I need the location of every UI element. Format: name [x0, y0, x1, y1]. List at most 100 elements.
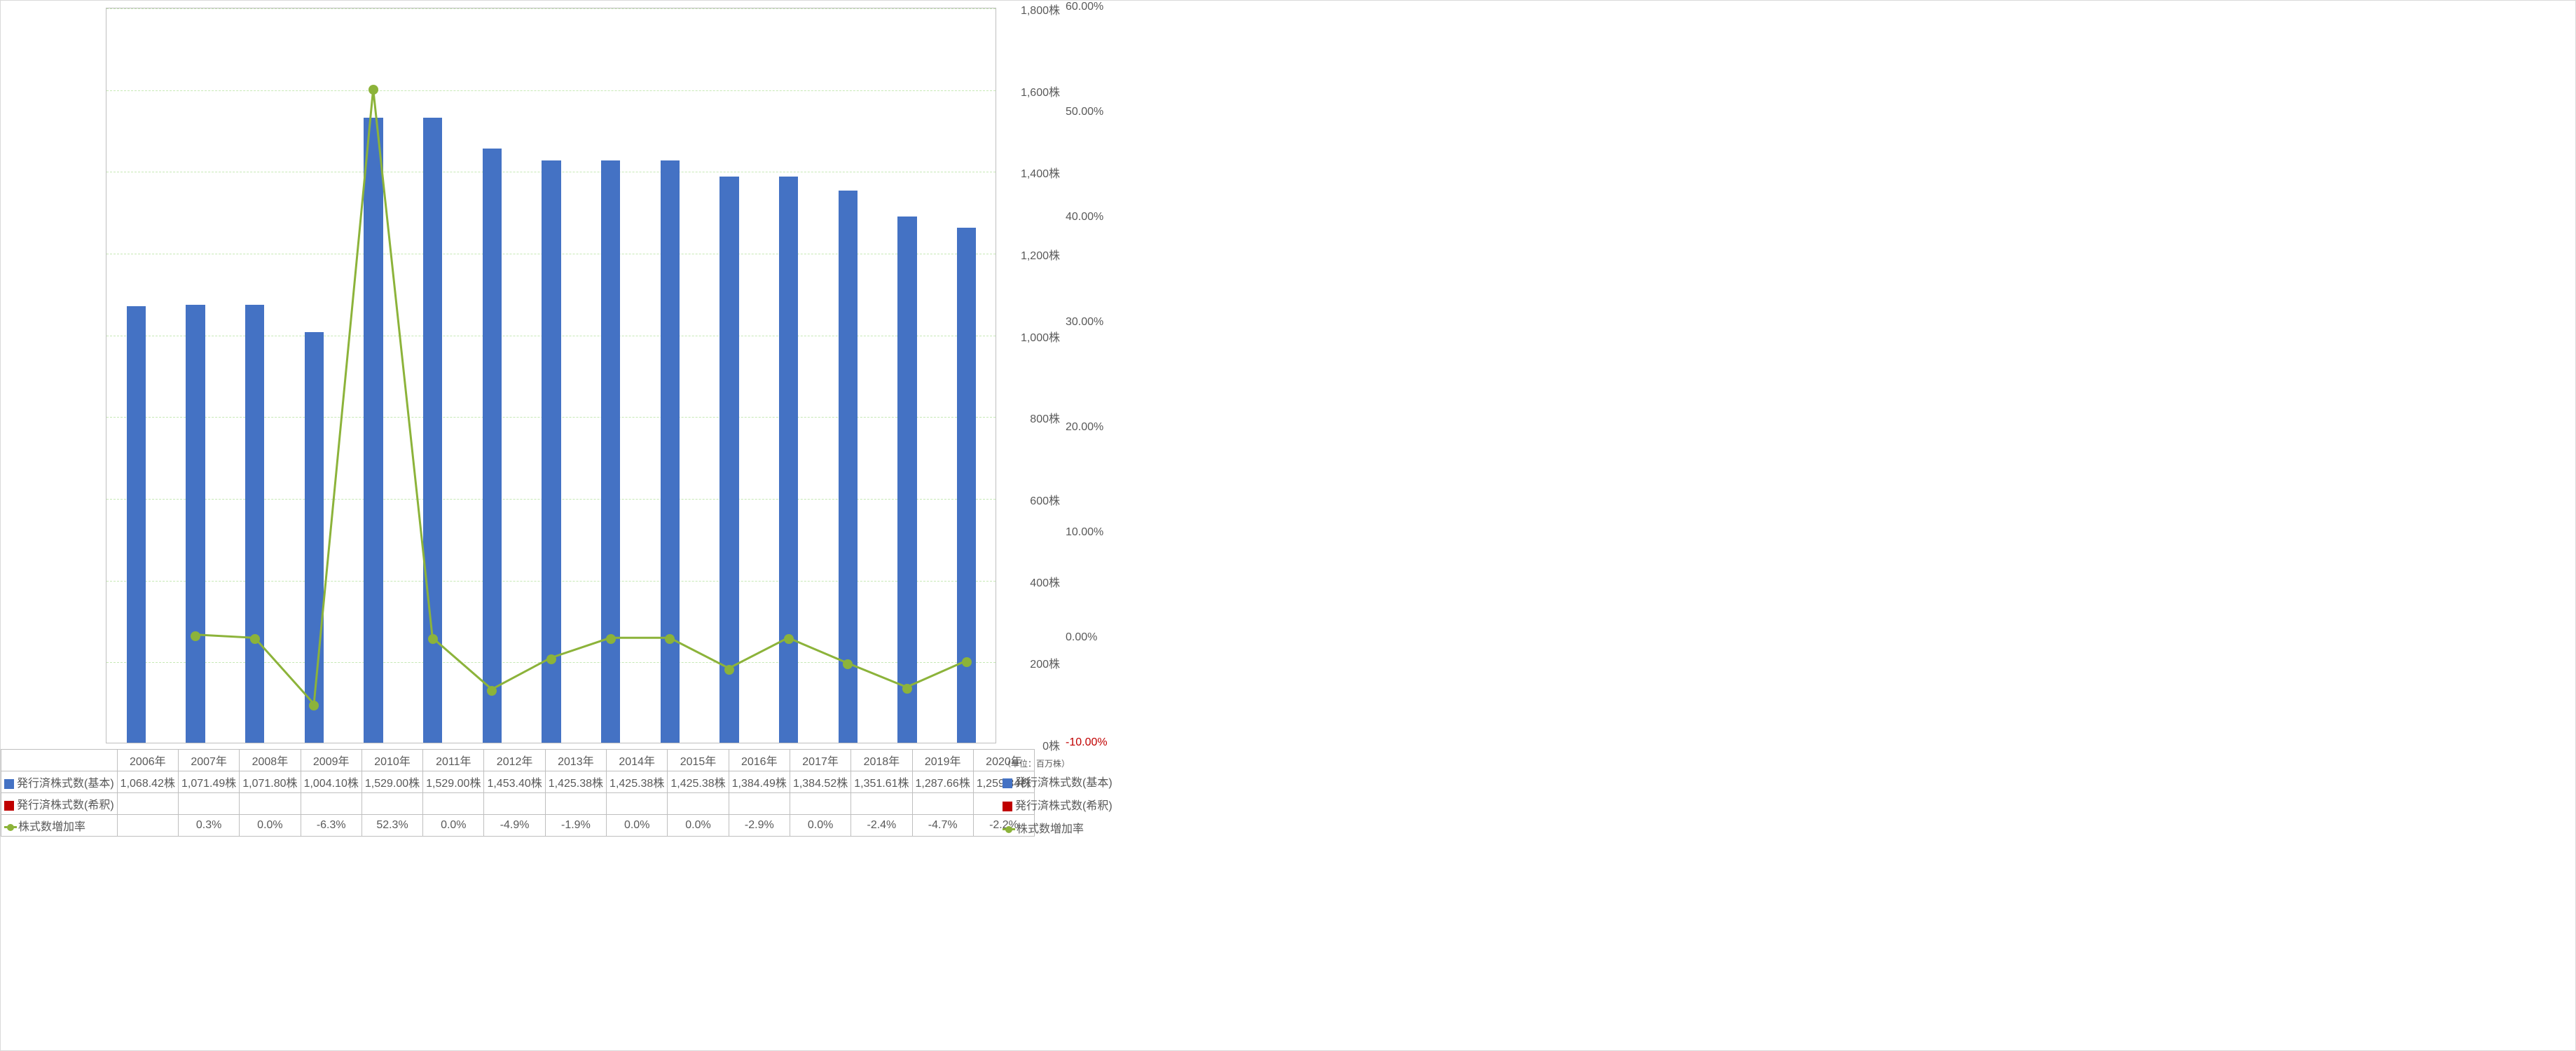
line-marker: [428, 634, 438, 644]
cell-diluted: [361, 793, 422, 815]
cell-basic: 1,384.49株: [729, 771, 790, 793]
table-year: 2014年: [607, 750, 668, 771]
y-right-tick: -10.00%: [1066, 736, 1122, 749]
cell-growth: 0.3%: [178, 815, 239, 837]
cell-diluted: [240, 793, 301, 815]
table-year: 2017年: [790, 750, 850, 771]
y-right-tick: 40.00%: [1066, 211, 1122, 224]
cell-basic: 1,351.61株: [851, 771, 912, 793]
cell-basic: 1,529.00株: [361, 771, 422, 793]
cell-basic: 1,529.00株: [423, 771, 484, 793]
line-marker: [665, 634, 675, 644]
cell-diluted: [301, 793, 361, 815]
cell-basic: 1,425.38株: [668, 771, 729, 793]
cell-diluted: [484, 793, 545, 815]
cell-growth: -1.9%: [545, 815, 606, 837]
y-right-tick: 50.00%: [1066, 106, 1122, 118]
cell-growth: -4.7%: [912, 815, 973, 837]
line-marker: [724, 665, 734, 675]
cell-diluted: [423, 793, 484, 815]
unit-note: （単位：百万株）: [1003, 757, 1070, 769]
line-marker: [606, 634, 616, 644]
cell-growth: 0.0%: [240, 815, 301, 837]
legend-diluted: 発行済株式数(希釈): [1003, 796, 1113, 813]
y-left-tick: 800株: [1004, 409, 1060, 426]
line-marker: [962, 657, 972, 667]
cell-basic: 1,068.42株: [117, 771, 178, 793]
y-left-tick: 1,800株: [1004, 1, 1060, 18]
line-marker: [309, 701, 319, 710]
line-marker: [191, 631, 200, 641]
line-marker: [784, 634, 794, 644]
table-year: 2016年: [729, 750, 790, 771]
y-left-tick: 400株: [1004, 573, 1060, 590]
cell-diluted: [545, 793, 606, 815]
y-left-tick: 1,200株: [1004, 246, 1060, 263]
cell-basic: 1,453.40株: [484, 771, 545, 793]
row-label-growth: 株式数増加率: [1, 815, 118, 837]
table-year: 2012年: [484, 750, 545, 771]
cell-basic: 1,004.10株: [301, 771, 361, 793]
plot-area: [106, 8, 996, 743]
cell-basic: 1,287.66株: [912, 771, 973, 793]
y-left-tick: 1,600株: [1004, 83, 1060, 99]
table-year: 2007年: [178, 750, 239, 771]
y-left-tick: 1,400株: [1004, 164, 1060, 181]
cell-diluted: [117, 793, 178, 815]
cell-growth: -2.4%: [851, 815, 912, 837]
line-marker: [843, 659, 853, 669]
legend-basic: 発行済株式数(基本): [1003, 773, 1113, 790]
line-marker: [250, 634, 260, 644]
legend-diluted-label: 発行済株式数(希釈): [1015, 800, 1113, 812]
cell-basic: 1,071.80株: [240, 771, 301, 793]
cell-diluted: [790, 793, 850, 815]
cell-basic: 1,425.38株: [607, 771, 668, 793]
cell-growth: -2.9%: [729, 815, 790, 837]
y-right-tick: 60.00%: [1066, 1, 1122, 13]
line-marker: [369, 85, 378, 95]
y-right-tick: 20.00%: [1066, 421, 1122, 434]
line-series: [106, 8, 996, 743]
row-label-diluted: 発行済株式数(希釈): [1, 793, 118, 815]
y-left-tick: 1,000株: [1004, 328, 1060, 345]
y-left-tick: 0株: [1004, 736, 1060, 753]
line-marker: [546, 654, 556, 664]
cell-diluted: [668, 793, 729, 815]
cell-diluted: [912, 793, 973, 815]
legend-growth: 株式数増加率: [1003, 819, 1084, 836]
cell-growth: [117, 815, 178, 837]
cell-growth: -6.3%: [301, 815, 361, 837]
chart-container: 2006年2007年2008年2009年2010年2011年2012年2013年…: [0, 0, 2576, 1051]
table-year: 2008年: [240, 750, 301, 771]
line-marker: [487, 686, 497, 696]
cell-diluted: [178, 793, 239, 815]
row-label-basic: 発行済株式数(基本): [1, 771, 118, 793]
cell-growth: 52.3%: [361, 815, 422, 837]
line-marker: [902, 684, 912, 694]
data-table: 2006年2007年2008年2009年2010年2011年2012年2013年…: [1, 749, 1035, 837]
y-right-tick: 0.00%: [1066, 631, 1122, 644]
legend-growth-label: 株式数増加率: [1017, 823, 1084, 835]
cell-growth: 0.0%: [790, 815, 850, 837]
legend-basic-label: 発行済株式数(基本): [1015, 777, 1113, 789]
cell-growth: 0.0%: [668, 815, 729, 837]
cell-basic: 1,071.49株: [178, 771, 239, 793]
cell-diluted: [851, 793, 912, 815]
table-year: 2013年: [545, 750, 606, 771]
y-right-tick: 30.00%: [1066, 316, 1122, 329]
cell-diluted: [729, 793, 790, 815]
table-year: 2009年: [301, 750, 361, 771]
table-corner: [1, 750, 118, 771]
cell-growth: 0.0%: [607, 815, 668, 837]
table-year: 2019年: [912, 750, 973, 771]
cell-diluted: [607, 793, 668, 815]
table-year: 2011年: [423, 750, 484, 771]
y-left-tick: 200株: [1004, 654, 1060, 671]
table-year: 2018年: [851, 750, 912, 771]
table-year: 2010年: [361, 750, 422, 771]
cell-growth: -4.9%: [484, 815, 545, 837]
y-right-tick: 10.00%: [1066, 526, 1122, 539]
table-year: 2015年: [668, 750, 729, 771]
table-year: 2006年: [117, 750, 178, 771]
cell-basic: 1,384.52株: [790, 771, 850, 793]
